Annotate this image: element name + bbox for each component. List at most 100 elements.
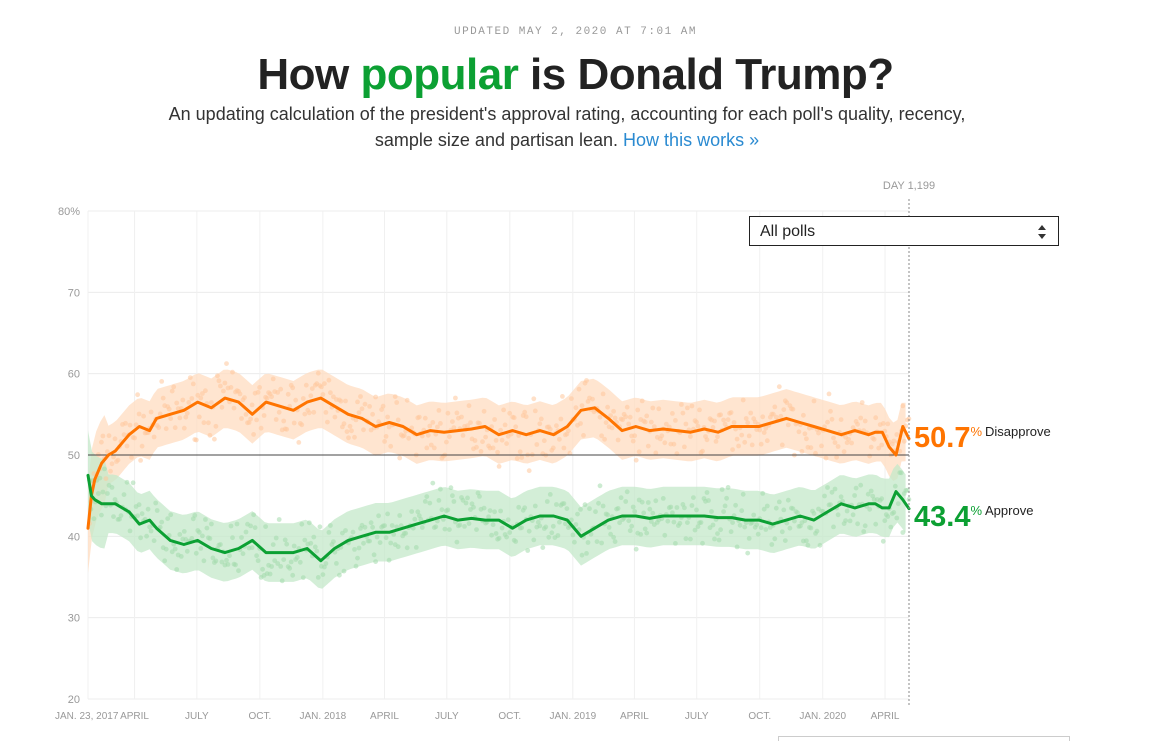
disapprove-poll-dot xyxy=(249,402,255,408)
disapprove-poll-dot xyxy=(507,410,513,416)
disapprove-poll-dot xyxy=(433,431,439,437)
approve-poll-dot xyxy=(474,527,479,532)
approve-poll-dot xyxy=(802,518,808,524)
approve-poll-dot xyxy=(203,517,208,522)
approve-poll-dot xyxy=(273,535,279,541)
disapprove-poll-dot xyxy=(215,373,220,379)
approve-poll-dot xyxy=(243,529,249,535)
approve-poll-dot xyxy=(792,518,797,524)
how-this-works-link[interactable]: How this works » xyxy=(623,130,760,150)
approve-poll-dot xyxy=(377,540,383,545)
approve-poll-dot xyxy=(276,517,282,522)
disapprove-poll-dot xyxy=(290,385,296,391)
approve-poll-dot xyxy=(507,530,513,535)
approve-poll-dot xyxy=(825,485,830,490)
disapprove-poll-dot xyxy=(394,400,400,405)
disapprove-poll-dot xyxy=(436,408,442,413)
approve-poll-dot xyxy=(606,525,612,530)
disapprove-poll-dot xyxy=(112,436,118,442)
approve-poll-dot xyxy=(847,518,853,524)
disapprove-poll-dot xyxy=(362,401,368,407)
disapprove-poll-dot xyxy=(718,412,723,418)
poll-filter-dropdown[interactable]: All polls xyxy=(749,216,1059,246)
approve-poll-dot xyxy=(710,522,716,528)
disapprove-poll-dot xyxy=(213,423,219,429)
approve-poll-dot xyxy=(773,505,779,511)
approve-poll-dot xyxy=(450,493,455,499)
disapprove-poll-dot xyxy=(409,425,415,431)
disapprove-poll-dot xyxy=(496,464,502,469)
disapprove-poll-dot xyxy=(700,448,705,454)
approve-poll-dot xyxy=(374,534,380,540)
disapprove-poll-dot xyxy=(218,383,223,389)
approve-poll-dot xyxy=(492,509,497,515)
disapprove-poll-dot xyxy=(620,417,625,423)
approve-poll-dot xyxy=(373,559,378,564)
approve-poll-dot xyxy=(719,487,725,492)
approve-poll-dot xyxy=(728,529,734,535)
disapprove-poll-dot xyxy=(427,423,433,429)
approve-poll-dot xyxy=(569,517,574,523)
approve-poll-dot xyxy=(698,520,704,525)
disapprove-poll-dot xyxy=(858,415,864,421)
approve-poll-dot xyxy=(617,520,622,526)
approve-poll-dot xyxy=(204,525,210,531)
x-tick-label: JAN. 2018 xyxy=(300,711,347,722)
disapprove-poll-dot xyxy=(168,416,174,421)
approve-poll-dot xyxy=(172,546,178,552)
approve-poll-dot xyxy=(109,485,115,490)
approve-poll-dot xyxy=(233,562,238,568)
disapprove-poll-dot xyxy=(689,403,695,409)
approve-poll-dot xyxy=(761,506,767,512)
approve-poll-dot xyxy=(828,502,833,507)
approve-poll-dot xyxy=(415,509,421,515)
disapprove-poll-dot xyxy=(406,435,412,441)
disapprove-poll-dot xyxy=(802,431,808,437)
disapprove-poll-dot xyxy=(285,391,291,397)
disapprove-poll-dot xyxy=(115,457,121,463)
approve-poll-dot xyxy=(193,550,199,556)
y-tick-label: 80% xyxy=(58,206,80,218)
disapprove-poll-dot xyxy=(642,419,648,425)
disapprove-poll-dot xyxy=(404,397,410,403)
approve-poll-dot xyxy=(782,538,788,543)
disapprove-poll-dot xyxy=(352,434,357,440)
disapprove-poll-dot xyxy=(206,420,211,426)
approve-poll-dot xyxy=(891,510,897,515)
disapprove-poll-dot xyxy=(557,436,562,442)
approve-poll-dot xyxy=(805,542,811,548)
approve-poll-dot xyxy=(838,494,844,500)
approve-poll-dot xyxy=(442,526,448,532)
approve-poll-dot xyxy=(252,525,258,530)
approve-poll-dot xyxy=(419,525,425,530)
disapprove-poll-dot xyxy=(349,428,354,434)
disapprove-poll-dot xyxy=(829,416,835,422)
disapprove-poll-dot xyxy=(885,421,891,427)
approve-poll-dot xyxy=(350,529,356,535)
approve-poll-dot xyxy=(291,543,297,549)
approve-poll-dot xyxy=(543,524,549,530)
approve-poll-dot xyxy=(579,552,585,558)
approve-poll-dot xyxy=(629,523,635,529)
approve-poll-dot xyxy=(564,506,570,511)
disapprove-poll-dot xyxy=(221,388,226,394)
disapprove-poll-dot xyxy=(758,441,764,447)
approve-poll-dot xyxy=(144,533,150,539)
approve-poll-dot xyxy=(368,520,374,526)
approve-poll-dot xyxy=(898,470,904,476)
disapprove-poll-dot xyxy=(862,418,868,424)
disapprove-poll-dot xyxy=(662,440,668,446)
disapprove-poll-dot xyxy=(431,445,437,451)
x-tick-label: APRIL xyxy=(120,711,149,722)
approve-poll-dot xyxy=(477,494,482,499)
approve-poll-dot xyxy=(279,578,285,584)
approve-poll-dot xyxy=(267,571,273,577)
approve-poll-dot xyxy=(734,544,740,550)
disapprove-poll-dot xyxy=(778,413,784,419)
disapprove-poll-dot xyxy=(100,433,106,439)
approve-poll-dot xyxy=(371,552,377,558)
disapprove-poll-dot xyxy=(757,427,763,433)
approve-poll-dot xyxy=(615,506,621,511)
approve-poll-dot xyxy=(894,515,900,521)
approve-poll-dot xyxy=(733,502,738,508)
